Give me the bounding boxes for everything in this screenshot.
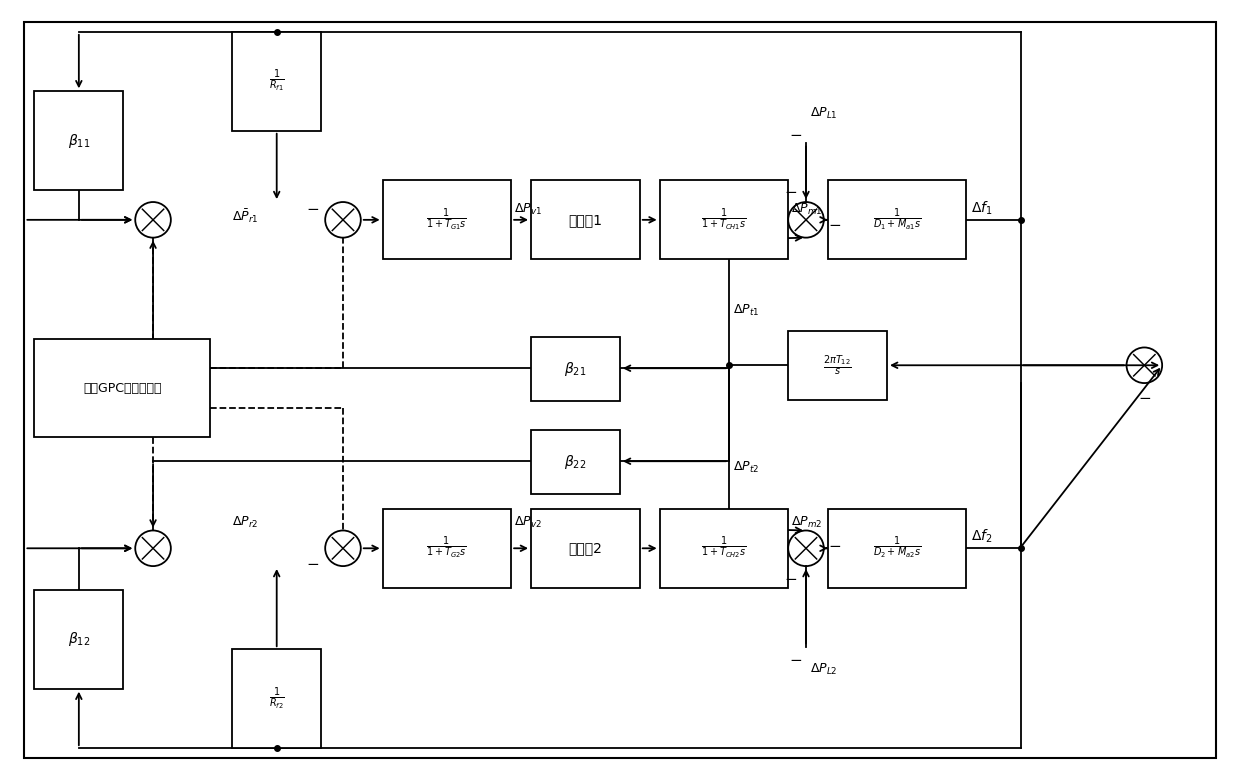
Bar bbox=[531, 509, 640, 588]
Text: $\frac{1}{1+T_{CH1}s}$: $\frac{1}{1+T_{CH1}s}$ bbox=[701, 207, 746, 233]
Text: $-$: $-$ bbox=[828, 537, 841, 551]
Bar bbox=[531, 337, 620, 401]
Text: $\Delta P_{L2}$: $\Delta P_{L2}$ bbox=[810, 662, 837, 677]
Text: $\Delta P_{m2}$: $\Delta P_{m2}$ bbox=[791, 516, 822, 530]
Text: $\beta_{11}$: $\beta_{11}$ bbox=[68, 132, 91, 150]
Text: $\frac{1}{1+T_{CH2}s}$: $\frac{1}{1+T_{CH2}s}$ bbox=[701, 535, 746, 562]
Text: $\frac{1}{D_1+M_{a1}s}$: $\frac{1}{D_1+M_{a1}s}$ bbox=[873, 207, 921, 233]
Bar bbox=[232, 649, 321, 748]
Text: $-$: $-$ bbox=[828, 216, 841, 232]
Text: $\frac{1}{1+T_{G2}s}$: $\frac{1}{1+T_{G2}s}$ bbox=[427, 535, 467, 562]
Bar bbox=[383, 180, 511, 260]
Bar bbox=[660, 180, 789, 260]
Text: $\frac{1}{R_{f1}}$: $\frac{1}{R_{f1}}$ bbox=[269, 69, 285, 94]
Text: $-$: $-$ bbox=[789, 126, 802, 140]
Bar bbox=[35, 91, 123, 190]
Bar bbox=[660, 509, 789, 588]
Text: 限幅器2: 限幅器2 bbox=[568, 541, 603, 555]
Bar bbox=[828, 509, 966, 588]
Text: $\Delta P_{v1}$: $\Delta P_{v1}$ bbox=[515, 202, 542, 217]
Bar bbox=[35, 590, 123, 689]
Text: $\frac{1}{D_2+M_{a2}s}$: $\frac{1}{D_2+M_{a2}s}$ bbox=[873, 535, 921, 562]
Text: $\Delta P_{r2}$: $\Delta P_{r2}$ bbox=[232, 516, 258, 530]
Bar bbox=[789, 331, 887, 400]
Text: $\Delta\bar{P}_{r1}$: $\Delta\bar{P}_{r1}$ bbox=[232, 207, 259, 225]
Text: $-$: $-$ bbox=[784, 570, 797, 585]
Text: 限幅器1: 限幅器1 bbox=[568, 213, 603, 227]
Text: 约束GPC优化控制器: 约束GPC优化控制器 bbox=[83, 381, 161, 395]
Text: $\frac{1}{1+T_{G1}s}$: $\frac{1}{1+T_{G1}s}$ bbox=[427, 207, 467, 233]
Text: $\beta_{22}$: $\beta_{22}$ bbox=[564, 452, 587, 470]
Text: $\Delta P_{m1}$: $\Delta P_{m1}$ bbox=[791, 202, 822, 217]
Text: $-$: $-$ bbox=[784, 183, 797, 198]
Bar bbox=[35, 339, 211, 438]
Text: $\beta_{12}$: $\beta_{12}$ bbox=[68, 630, 91, 648]
Bar bbox=[531, 430, 620, 494]
Text: $\Delta P_{v2}$: $\Delta P_{v2}$ bbox=[515, 516, 542, 530]
Text: $\Delta P_{t1}$: $\Delta P_{t1}$ bbox=[733, 303, 759, 318]
Text: $\Delta P_{L1}$: $\Delta P_{L1}$ bbox=[810, 106, 838, 121]
Text: $-$: $-$ bbox=[306, 555, 319, 570]
Text: $-$: $-$ bbox=[789, 651, 802, 666]
Text: $\frac{1}{R_{f2}}$: $\frac{1}{R_{f2}}$ bbox=[269, 686, 285, 711]
Bar bbox=[828, 180, 966, 260]
Text: $\Delta f_2$: $\Delta f_2$ bbox=[971, 528, 993, 545]
Text: $\Delta f_1$: $\Delta f_1$ bbox=[971, 200, 993, 217]
Bar bbox=[531, 180, 640, 260]
Bar bbox=[232, 32, 321, 131]
Text: $\frac{2\pi T_{12}}{s}$: $\frac{2\pi T_{12}}{s}$ bbox=[823, 353, 852, 378]
Text: $-$: $-$ bbox=[1138, 389, 1151, 404]
Text: $\beta_{21}$: $\beta_{21}$ bbox=[564, 360, 587, 378]
Text: $-$: $-$ bbox=[306, 200, 319, 215]
Text: $\Delta P_{t2}$: $\Delta P_{t2}$ bbox=[733, 459, 759, 475]
Bar bbox=[383, 509, 511, 588]
